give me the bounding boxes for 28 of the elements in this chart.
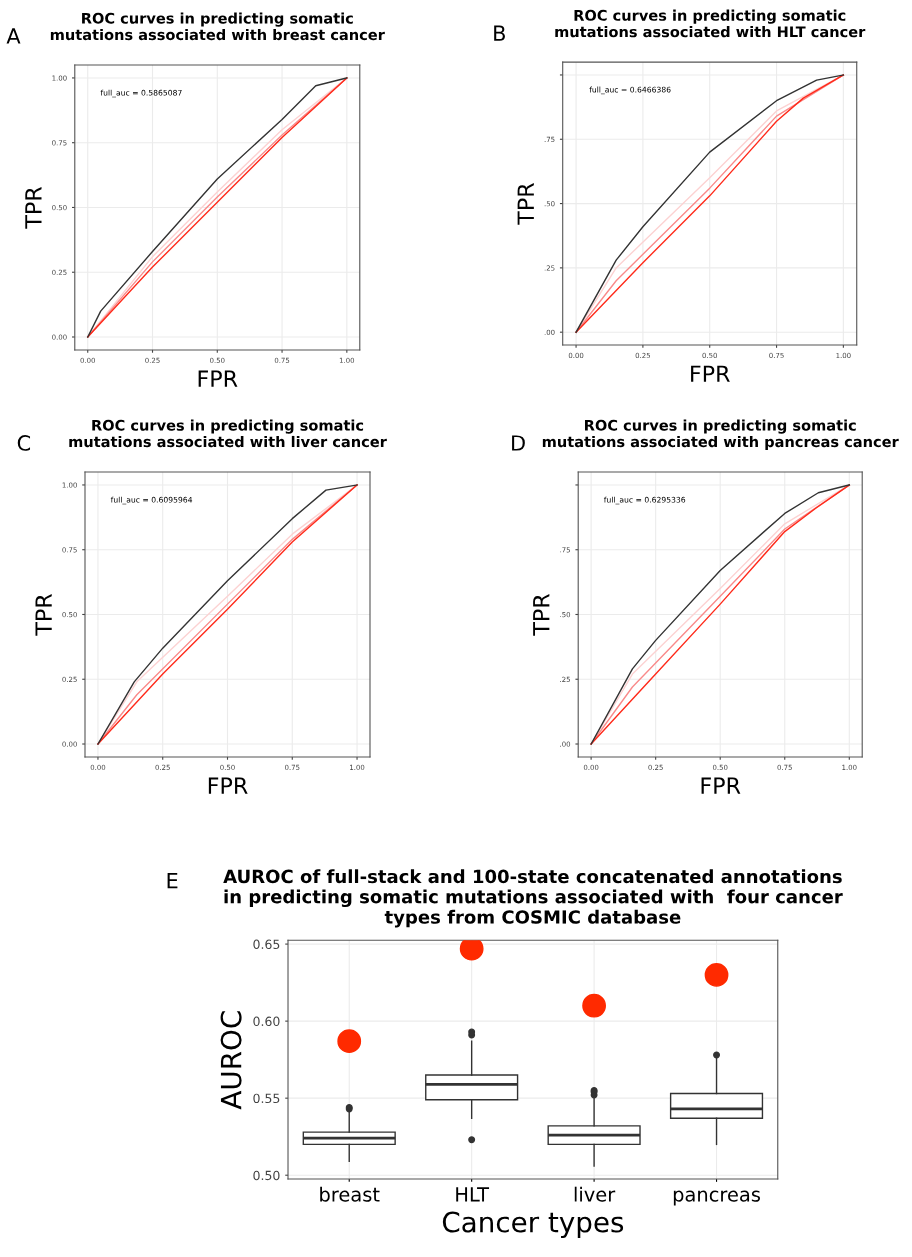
y-tick-label: 0.60 bbox=[253, 1016, 280, 1027]
chart-title: AUROC of full-stack and 100-state concatenated annotations in predicting somatic mutations associated with four cancer types from COSMIC database bbox=[223, 869, 843, 928]
chart-title: ROC curves in predicting somatic mutations associated with liver cancer bbox=[69, 419, 387, 448]
y-axis-title: TPR bbox=[35, 593, 52, 636]
x-tick-label: liver bbox=[574, 1186, 616, 1202]
x-axis-title: Cancer types bbox=[442, 1211, 624, 1238]
x-axis-title: FPR bbox=[208, 777, 248, 794]
x-axis-title: FPR bbox=[691, 365, 730, 382]
chart-title: ROC curves in predicting somatic mutations associated with breast cancer bbox=[50, 12, 385, 41]
y-axis-title: TPR bbox=[533, 593, 550, 636]
text: E bbox=[167, 872, 178, 889]
chart-title: ROC curves in predicting somatic mutations associated with HLT cancer bbox=[555, 9, 866, 38]
x-axis-title: FPR bbox=[701, 777, 741, 794]
y-axis-title: TPR bbox=[517, 183, 534, 225]
y-tick-label: 0.65 bbox=[253, 939, 280, 950]
text: B bbox=[494, 25, 505, 41]
y-tick-label: 0.55 bbox=[253, 1093, 280, 1104]
y-tick-label: 0.50 bbox=[253, 1170, 280, 1181]
y-axis-title: AUROC bbox=[220, 1011, 242, 1110]
x-tick-label: pancreas bbox=[673, 1190, 760, 1206]
text: C bbox=[17, 435, 31, 451]
x-tick-label: HLT bbox=[456, 1187, 490, 1202]
x-tick-label: breast bbox=[320, 1186, 380, 1202]
text: A bbox=[6, 28, 21, 44]
chart-title: ROC curves in predicting somatic mutations associated with pancreas cancer bbox=[542, 419, 899, 451]
x-axis-title: FPR bbox=[198, 370, 238, 387]
y-axis-title: TPR bbox=[25, 186, 42, 229]
text: D bbox=[512, 435, 525, 451]
